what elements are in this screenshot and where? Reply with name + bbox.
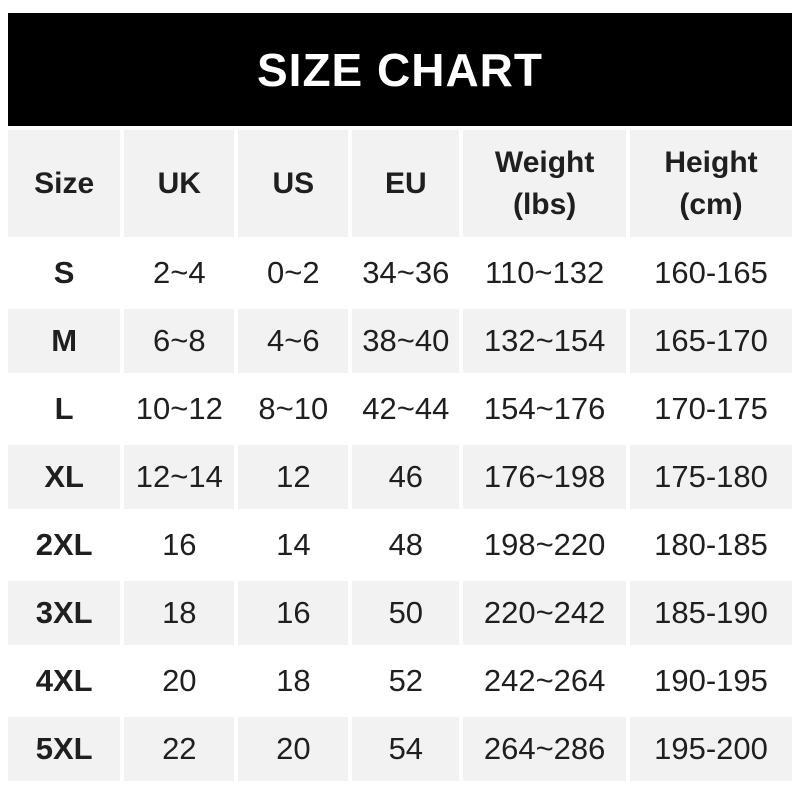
- value-cell: 52: [352, 649, 460, 713]
- value-cell: 195-200: [630, 717, 792, 781]
- value-cell: 54: [352, 717, 460, 781]
- size-chart-table: Size UK US EU Weight (lbs) Height (cm) S 2~4 0~…: [4, 126, 796, 785]
- column-header: Weight (lbs): [463, 130, 626, 237]
- size-cell: XL: [8, 445, 121, 509]
- table-body: S 2~4 0~2 34~36 110~132 160-165 M 6~8 4~6 38~40 13…: [8, 241, 792, 781]
- value-cell: 16: [124, 513, 235, 577]
- page-title: SIZE CHART: [257, 43, 543, 96]
- value-cell: 185-190: [630, 581, 792, 645]
- value-cell: 12: [238, 445, 349, 509]
- table-row: 3XL 18 16 50 220~242 185-190: [8, 581, 792, 645]
- value-cell: 20: [238, 717, 349, 781]
- value-cell: 8~10: [238, 377, 349, 441]
- column-header: US: [238, 130, 349, 237]
- table-row: S 2~4 0~2 34~36 110~132 160-165: [8, 241, 792, 305]
- value-cell: 165-170: [630, 309, 792, 373]
- size-cell: L: [8, 377, 121, 441]
- size-cell: 3XL: [8, 581, 121, 645]
- size-cell: 2XL: [8, 513, 121, 577]
- value-cell: 264~286: [463, 717, 626, 781]
- value-cell: 220~242: [463, 581, 626, 645]
- table-row: XL 12~14 12 46 176~198 175-180: [8, 445, 792, 509]
- value-cell: 154~176: [463, 377, 626, 441]
- value-cell: 46: [352, 445, 460, 509]
- value-cell: 10~12: [124, 377, 235, 441]
- value-cell: 42~44: [352, 377, 460, 441]
- value-cell: 170-175: [630, 377, 792, 441]
- value-cell: 175-180: [630, 445, 792, 509]
- value-cell: 132~154: [463, 309, 626, 373]
- value-cell: 242~264: [463, 649, 626, 713]
- value-cell: 4~6: [238, 309, 349, 373]
- value-cell: 176~198: [463, 445, 626, 509]
- column-header: UK: [124, 130, 235, 237]
- value-cell: 14: [238, 513, 349, 577]
- size-cell: S: [8, 241, 121, 305]
- value-cell: 16: [238, 581, 349, 645]
- table-row: M 6~8 4~6 38~40 132~154 165-170: [8, 309, 792, 373]
- value-cell: 2~4: [124, 241, 235, 305]
- value-cell: 190-195: [630, 649, 792, 713]
- size-cell: M: [8, 309, 121, 373]
- table-row: 5XL 22 20 54 264~286 195-200: [8, 717, 792, 781]
- value-cell: 110~132: [463, 241, 626, 305]
- value-cell: 180-185: [630, 513, 792, 577]
- column-header: Size: [8, 130, 121, 237]
- column-header: EU: [352, 130, 460, 237]
- value-cell: 18: [124, 581, 235, 645]
- value-cell: 18: [238, 649, 349, 713]
- value-cell: 34~36: [352, 241, 460, 305]
- value-cell: 38~40: [352, 309, 460, 373]
- value-cell: 50: [352, 581, 460, 645]
- value-cell: 0~2: [238, 241, 349, 305]
- table-row: 2XL 16 14 48 198~220 180-185: [8, 513, 792, 577]
- size-cell: 4XL: [8, 649, 121, 713]
- value-cell: 12~14: [124, 445, 235, 509]
- value-cell: 20: [124, 649, 235, 713]
- value-cell: 198~220: [463, 513, 626, 577]
- value-cell: 48: [352, 513, 460, 577]
- value-cell: 6~8: [124, 309, 235, 373]
- column-header: Height (cm): [630, 130, 792, 237]
- table-row: L 10~12 8~10 42~44 154~176 170-175: [8, 377, 792, 441]
- table-row: 4XL 20 18 52 242~264 190-195: [8, 649, 792, 713]
- value-cell: 22: [124, 717, 235, 781]
- header-row: Size UK US EU Weight (lbs) Height (cm): [8, 130, 792, 237]
- title-banner: SIZE CHART: [8, 13, 792, 126]
- size-cell: 5XL: [8, 717, 121, 781]
- value-cell: 160-165: [630, 241, 792, 305]
